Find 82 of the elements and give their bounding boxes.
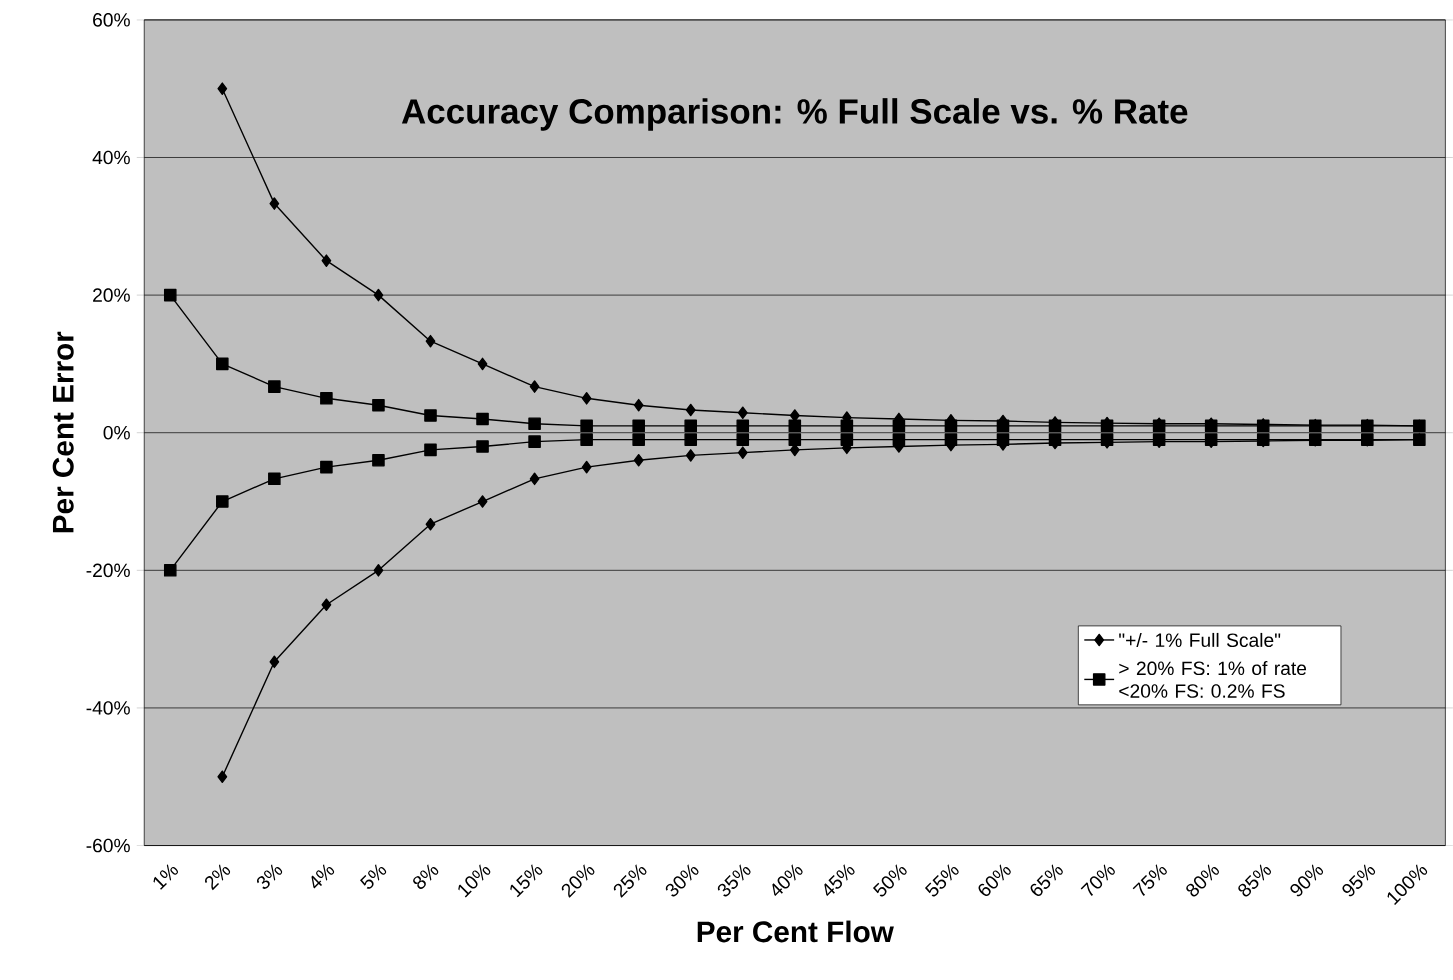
point (528, 417, 541, 431)
x-tick-label: 1% (153, 864, 179, 890)
point (217, 770, 228, 784)
point (685, 403, 696, 417)
point (892, 419, 906, 433)
legend-label: > 20% FS: 1% of rate <20% FS: 0.2% FS (1119, 661, 1307, 698)
point (373, 288, 384, 302)
point (476, 440, 489, 453)
point (632, 419, 645, 433)
point (685, 449, 696, 462)
x-tick-label: 40% (772, 864, 803, 897)
y-tick-label: -60% (86, 838, 130, 853)
y-tick-label: 20% (93, 288, 130, 302)
point (269, 655, 280, 669)
x-tick-label: 60% (978, 864, 1011, 897)
x-tick-label: 75% (1132, 864, 1167, 897)
x-tick-label: 65% (1030, 864, 1063, 897)
point (424, 443, 437, 457)
point (1048, 433, 1062, 446)
point (1048, 419, 1062, 433)
x-tick-label: 45% (824, 864, 855, 897)
point (581, 392, 592, 405)
point (996, 433, 1010, 446)
point (892, 433, 906, 446)
point (268, 472, 281, 486)
point (163, 288, 177, 302)
point (477, 357, 488, 371)
point (269, 197, 280, 210)
point (737, 446, 748, 460)
point (581, 460, 592, 474)
y-axis-title: Per Cent Error (52, 331, 74, 533)
y-tick-label: -20% (86, 563, 130, 578)
point (425, 334, 436, 348)
point (529, 380, 540, 393)
point (633, 454, 644, 467)
point (737, 406, 748, 420)
point (217, 82, 228, 96)
y-tick-label: 40% (92, 150, 130, 165)
point (320, 460, 333, 474)
x-tick-label: 70% (1080, 864, 1115, 897)
point (216, 357, 229, 371)
point (996, 419, 1010, 433)
legend-label: "+/- 1% Full Scale" (1119, 632, 1281, 648)
point (477, 495, 488, 508)
point (840, 433, 854, 446)
point (321, 254, 332, 268)
point (163, 564, 177, 577)
point (788, 433, 802, 446)
point (321, 598, 332, 612)
point (476, 412, 489, 426)
point (320, 392, 333, 405)
x-tick-label: 4% (311, 864, 335, 889)
x-tick-label: 3% (256, 864, 283, 889)
point (425, 518, 436, 531)
point (788, 419, 802, 433)
point (736, 419, 750, 433)
y-tick-label: 60% (93, 13, 130, 27)
x-tick-label: 2% (205, 864, 231, 891)
point (580, 433, 593, 446)
text: Accuracy Comparison: % Full Scale vs. % Rate (401, 98, 1188, 131)
y-tick-label: -40% (86, 701, 130, 715)
point (580, 419, 593, 433)
x-tick-label: 5% (360, 864, 387, 889)
point (372, 398, 385, 412)
point (944, 433, 958, 446)
point (268, 380, 281, 393)
point (372, 454, 385, 467)
point (684, 433, 698, 446)
point (736, 433, 750, 446)
y-tick-label: 0% (103, 426, 130, 440)
point (424, 409, 437, 422)
point (216, 495, 229, 508)
x-tick-label: 8% (413, 864, 439, 889)
point (632, 433, 645, 446)
point (528, 435, 541, 449)
point (529, 472, 540, 486)
x-axis-title: Per Cent Flow (697, 920, 894, 943)
point (840, 419, 854, 433)
point (373, 564, 384, 577)
point (684, 419, 698, 433)
point (633, 398, 644, 412)
point (944, 419, 958, 433)
